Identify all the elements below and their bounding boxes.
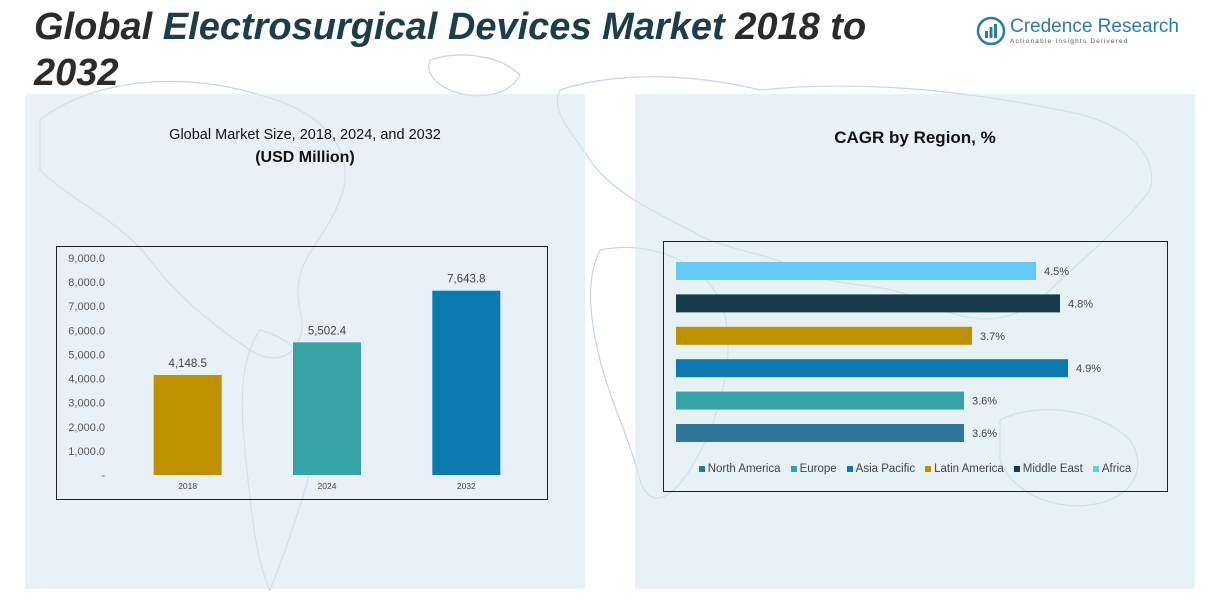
- bar-value-label: 4.5%: [1044, 266, 1069, 278]
- cagr-chart-frame: [663, 241, 1168, 492]
- page-title: Global Electrosurgical Devices Market 20…: [34, 4, 934, 96]
- bar-value-label: 4.8%: [1068, 298, 1093, 310]
- cagr-chart-title: CAGR by Region, %: [834, 128, 996, 147]
- x-tick-label: 2018: [178, 481, 197, 491]
- y-tick-label: 4,000.0: [68, 374, 105, 386]
- bar-north-america: [676, 424, 964, 442]
- market-size-chart-title: Global Market Size, 2018, 2024, and 2032: [169, 127, 441, 143]
- title-prefix: Global: [34, 6, 163, 48]
- bar-value-label: 3.7%: [980, 331, 1005, 343]
- legend-swatch: [1013, 466, 1020, 472]
- bar-chart-logo-icon: [976, 16, 1006, 46]
- bar-africa: [676, 262, 1036, 280]
- y-tick-label: 9,000.0: [68, 253, 105, 265]
- bar-value-label: 3.6%: [972, 396, 997, 408]
- market-size-chart-subtitle: (USD Million): [255, 149, 355, 166]
- legend-swatch: [925, 466, 932, 472]
- title-year-range: 2018 to 2032: [34, 6, 867, 94]
- market-size-bar-chart: - 1,000.0 2,000.0 3,000.0 4,000.0 5,000.0 6,00…: [68, 253, 501, 491]
- legend-label: Latin America: [934, 463, 1004, 475]
- bar-middle-east: [676, 294, 1060, 313]
- y-tick-label: 5,000.0: [68, 349, 105, 361]
- y-tick-label: 2,000.0: [68, 422, 105, 434]
- legend-label: Europe: [799, 463, 837, 475]
- logo-tagline: Actionable Insights Delivered: [1010, 38, 1129, 45]
- bar-value-label: 3.6%: [972, 428, 997, 440]
- legend-item-europe: Europe: [790, 463, 837, 475]
- y-tick-label: -: [101, 470, 105, 482]
- bar-2024: [293, 342, 361, 475]
- y-tick-label: 7,000.0: [68, 301, 105, 313]
- legend-label: Asia Pacific: [855, 463, 916, 475]
- cagr-legend: North America Europe Asia Pacific Latin Ame…: [664, 463, 1166, 475]
- bar-2032: [432, 290, 501, 475]
- legend-swatch: [698, 466, 705, 472]
- legend-label: Africa: [1101, 463, 1132, 475]
- logo-name: Credence Research: [1010, 16, 1179, 37]
- y-tick-label: 8,000.0: [68, 277, 105, 289]
- legend-item-latin-america: Latin America: [925, 463, 1004, 475]
- bar-asia-pacific: [676, 359, 1068, 378]
- legend-item-africa: Africa: [1092, 463, 1132, 475]
- x-tick-label: 2024: [318, 481, 337, 491]
- legend-item-north-america: North America: [698, 463, 781, 475]
- legend-swatch: [846, 466, 853, 472]
- bar-2018: [153, 374, 222, 475]
- bar-value-label: 4.9%: [1076, 363, 1101, 375]
- y-tick-label: 6,000.0: [68, 325, 105, 337]
- legend-label: North America: [707, 463, 781, 475]
- bar-value-label: 4,148.5: [168, 358, 206, 370]
- bar-europe: [676, 391, 964, 410]
- y-tick-label: 1,000.0: [68, 446, 105, 458]
- market-size-chart-frame: [56, 246, 548, 500]
- cagr-horizontal-bar-chart: 4.5% 4.8% 3.7% 4.9% 3.6% 3.6%: [676, 262, 1101, 442]
- bar-value-label: 5,502.4: [308, 325, 347, 337]
- legend-label: Middle East: [1022, 463, 1083, 475]
- legend-item-asia-pacific: Asia Pacific: [846, 463, 916, 475]
- legend-item-middle-east: Middle East: [1013, 463, 1083, 475]
- legend-swatch: [1092, 466, 1099, 472]
- bar-value-label: 7,643.8: [447, 274, 485, 286]
- title-market-name: Electrosurgical Devices Market: [162, 6, 725, 48]
- y-tick-label: 3,000.0: [68, 398, 105, 410]
- bar-latin-america: [676, 326, 972, 345]
- legend-swatch: [790, 466, 797, 472]
- x-tick-label: 2032: [457, 481, 476, 491]
- company-logo[interactable]: Credence Research Actionable Insights De…: [976, 16, 1179, 50]
